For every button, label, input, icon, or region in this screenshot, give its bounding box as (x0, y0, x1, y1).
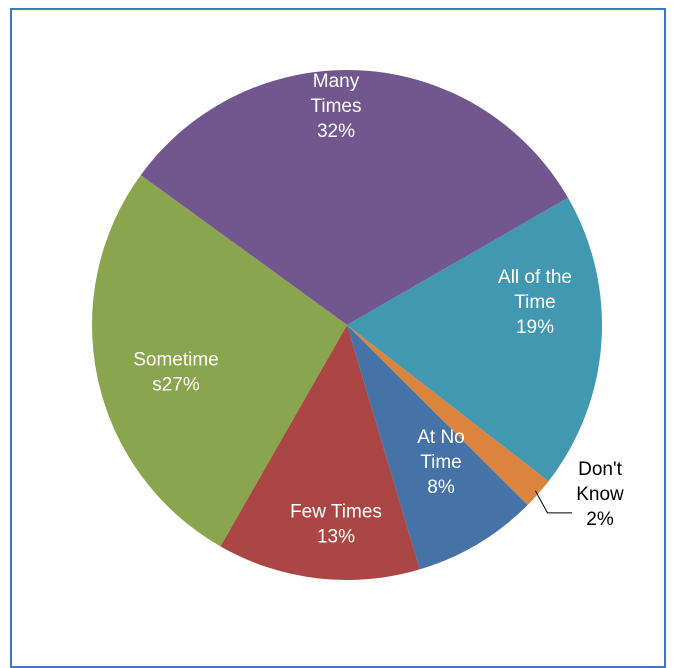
pie-slice-1 (347, 197, 603, 482)
slice-label-0: Many Times 32% (310, 71, 361, 142)
leader-line-2 (534, 490, 572, 514)
slice-label-1: All of the Time 19% (498, 267, 572, 338)
pie-slice-5 (91, 175, 347, 547)
pie-chart: Many Times 32% All of the Time 19% Don't Know 2%… (91, 69, 624, 580)
pie-slice-2 (347, 325, 549, 506)
slice-label-4: Few Times 13% (290, 502, 382, 548)
pie-slice-4 (220, 325, 420, 580)
pie-slice-0 (140, 69, 568, 325)
slice-label-5: Sometime s27% (133, 350, 219, 396)
slice-label-3: At No Time 8% (417, 427, 465, 498)
pie-slice-3 (347, 325, 528, 570)
slice-label-2: Don't Know 2% (576, 459, 624, 530)
